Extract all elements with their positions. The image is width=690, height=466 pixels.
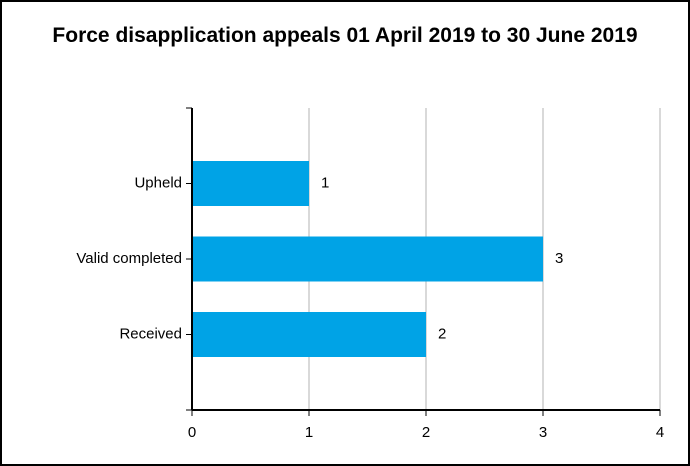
x-tick-label: 2	[422, 424, 430, 441]
x-tick-label: 0	[188, 424, 196, 441]
data-label: 3	[555, 250, 563, 267]
y-tick-label: Received	[119, 325, 182, 342]
y-tick-label: Valid completed	[76, 250, 182, 267]
chart-title: Force disapplication appeals 01 April 20…	[52, 24, 638, 47]
data-label: 2	[438, 325, 446, 342]
data-label: 1	[321, 174, 329, 191]
bar	[192, 236, 543, 282]
bar	[192, 161, 309, 206]
bar	[192, 312, 426, 357]
x-tick-label: 1	[305, 424, 313, 441]
x-tick-label: 4	[656, 424, 664, 441]
y-tick-label: Upheld	[134, 174, 182, 191]
x-tick-label: 3	[539, 424, 547, 441]
